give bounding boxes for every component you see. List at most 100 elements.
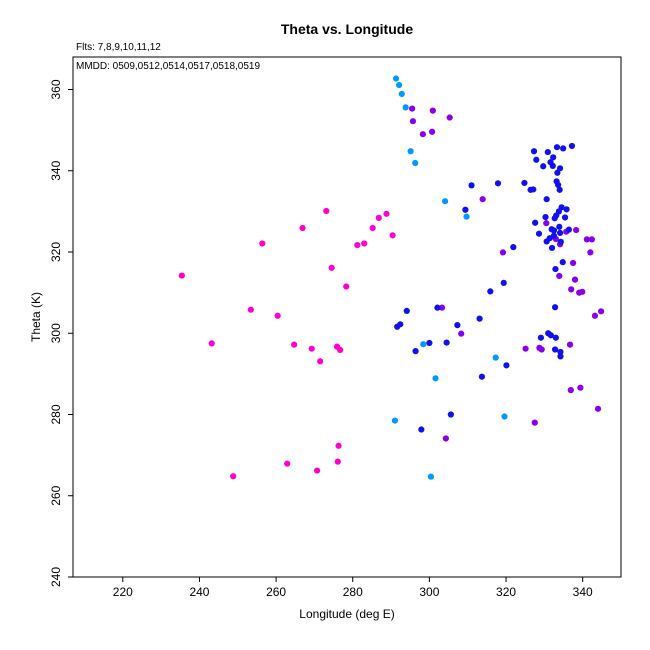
data-point bbox=[561, 214, 569, 221]
data-point bbox=[557, 238, 564, 245]
data-point bbox=[552, 334, 559, 341]
data-point bbox=[548, 244, 556, 252]
data-point bbox=[442, 198, 449, 205]
data-point bbox=[542, 213, 549, 221]
y-tick-label: 260 bbox=[49, 485, 63, 505]
data-point bbox=[537, 334, 545, 341]
data-point bbox=[543, 196, 550, 203]
data-point bbox=[583, 236, 590, 243]
x-tick-label: 260 bbox=[266, 585, 286, 599]
data-point bbox=[308, 345, 315, 352]
data-point bbox=[427, 473, 435, 480]
data-point bbox=[428, 128, 436, 135]
data-point bbox=[566, 341, 574, 348]
data-point bbox=[343, 283, 350, 290]
x-tick-label: 340 bbox=[573, 585, 593, 599]
y-tick-label: 240 bbox=[49, 567, 63, 587]
data-point bbox=[259, 240, 266, 247]
data-point bbox=[432, 375, 439, 382]
data-point bbox=[487, 288, 494, 295]
data-point bbox=[510, 244, 517, 251]
data-point bbox=[551, 304, 559, 311]
data-point bbox=[568, 142, 576, 150]
data-point bbox=[567, 387, 574, 394]
data-point bbox=[492, 354, 499, 361]
y-tick-label: 320 bbox=[49, 242, 63, 262]
data-point bbox=[442, 435, 449, 442]
data-point bbox=[555, 181, 562, 189]
data-point bbox=[412, 348, 419, 355]
data-point bbox=[530, 186, 537, 193]
data-point bbox=[454, 322, 461, 329]
data-point bbox=[558, 204, 565, 211]
x-tick-label: 280 bbox=[343, 585, 363, 599]
data-point bbox=[573, 226, 580, 234]
data-point bbox=[328, 264, 335, 271]
data-point bbox=[407, 148, 414, 155]
data-point bbox=[409, 118, 417, 125]
data-point bbox=[501, 413, 508, 420]
data-point bbox=[398, 90, 405, 98]
x-tick-label: 220 bbox=[113, 585, 133, 599]
data-point bbox=[178, 272, 185, 279]
chart-title: Theta vs. Longitude bbox=[281, 21, 413, 37]
data-point bbox=[434, 304, 441, 311]
data-point bbox=[547, 332, 554, 339]
data-point bbox=[274, 312, 281, 319]
data-point bbox=[247, 306, 254, 313]
x-tick-label: 300 bbox=[419, 585, 439, 599]
data-point bbox=[503, 362, 510, 369]
y-tick-label: 280 bbox=[49, 404, 63, 424]
data-point bbox=[594, 405, 602, 412]
data-point bbox=[443, 339, 450, 346]
data-point bbox=[563, 206, 570, 213]
data-point bbox=[556, 186, 563, 193]
data-point bbox=[556, 165, 564, 172]
data-point bbox=[468, 182, 475, 189]
y-axis-label: Theta (K) bbox=[29, 292, 43, 342]
data-point bbox=[438, 304, 446, 311]
data-point bbox=[335, 442, 342, 449]
data-point bbox=[551, 346, 559, 353]
data-point bbox=[597, 308, 605, 315]
data-point bbox=[383, 210, 390, 217]
data-point bbox=[521, 179, 528, 187]
x-tick-label: 320 bbox=[496, 585, 516, 599]
data-point bbox=[500, 279, 507, 286]
data-point bbox=[334, 458, 341, 465]
data-point bbox=[361, 240, 368, 247]
flights-line: Flts: 7,8,9,10,11,12 bbox=[76, 42, 161, 53]
data-point bbox=[565, 226, 572, 233]
data-point bbox=[447, 411, 454, 418]
data-point bbox=[552, 265, 559, 273]
data-point bbox=[403, 307, 410, 315]
data-point bbox=[463, 213, 470, 220]
data-point bbox=[549, 162, 556, 169]
data-point bbox=[391, 417, 399, 424]
data-point bbox=[569, 259, 577, 267]
data-point bbox=[418, 426, 425, 433]
data-point bbox=[530, 148, 538, 155]
data-point bbox=[560, 145, 567, 152]
y-tick-label: 340 bbox=[49, 160, 63, 180]
data-point bbox=[550, 227, 558, 234]
y-axis: 240 260 280 300 320 340 360 bbox=[49, 79, 73, 587]
data-points bbox=[178, 75, 605, 480]
data-point bbox=[429, 107, 436, 114]
data-point bbox=[317, 358, 324, 365]
data-point bbox=[553, 144, 561, 151]
data-point bbox=[458, 330, 465, 337]
data-point bbox=[550, 232, 558, 239]
data-point bbox=[402, 104, 409, 111]
data-point bbox=[396, 81, 403, 89]
data-point bbox=[478, 373, 485, 380]
data-point bbox=[419, 131, 426, 138]
dates-line: MMDD: 0509,0512,0514,0517,0518,0519 bbox=[76, 61, 260, 72]
data-point bbox=[230, 473, 237, 480]
data-point bbox=[550, 154, 557, 161]
data-point bbox=[392, 75, 400, 82]
data-point bbox=[554, 169, 561, 176]
y-tick-label: 300 bbox=[49, 323, 63, 343]
data-point bbox=[557, 353, 564, 360]
data-point bbox=[375, 214, 382, 221]
